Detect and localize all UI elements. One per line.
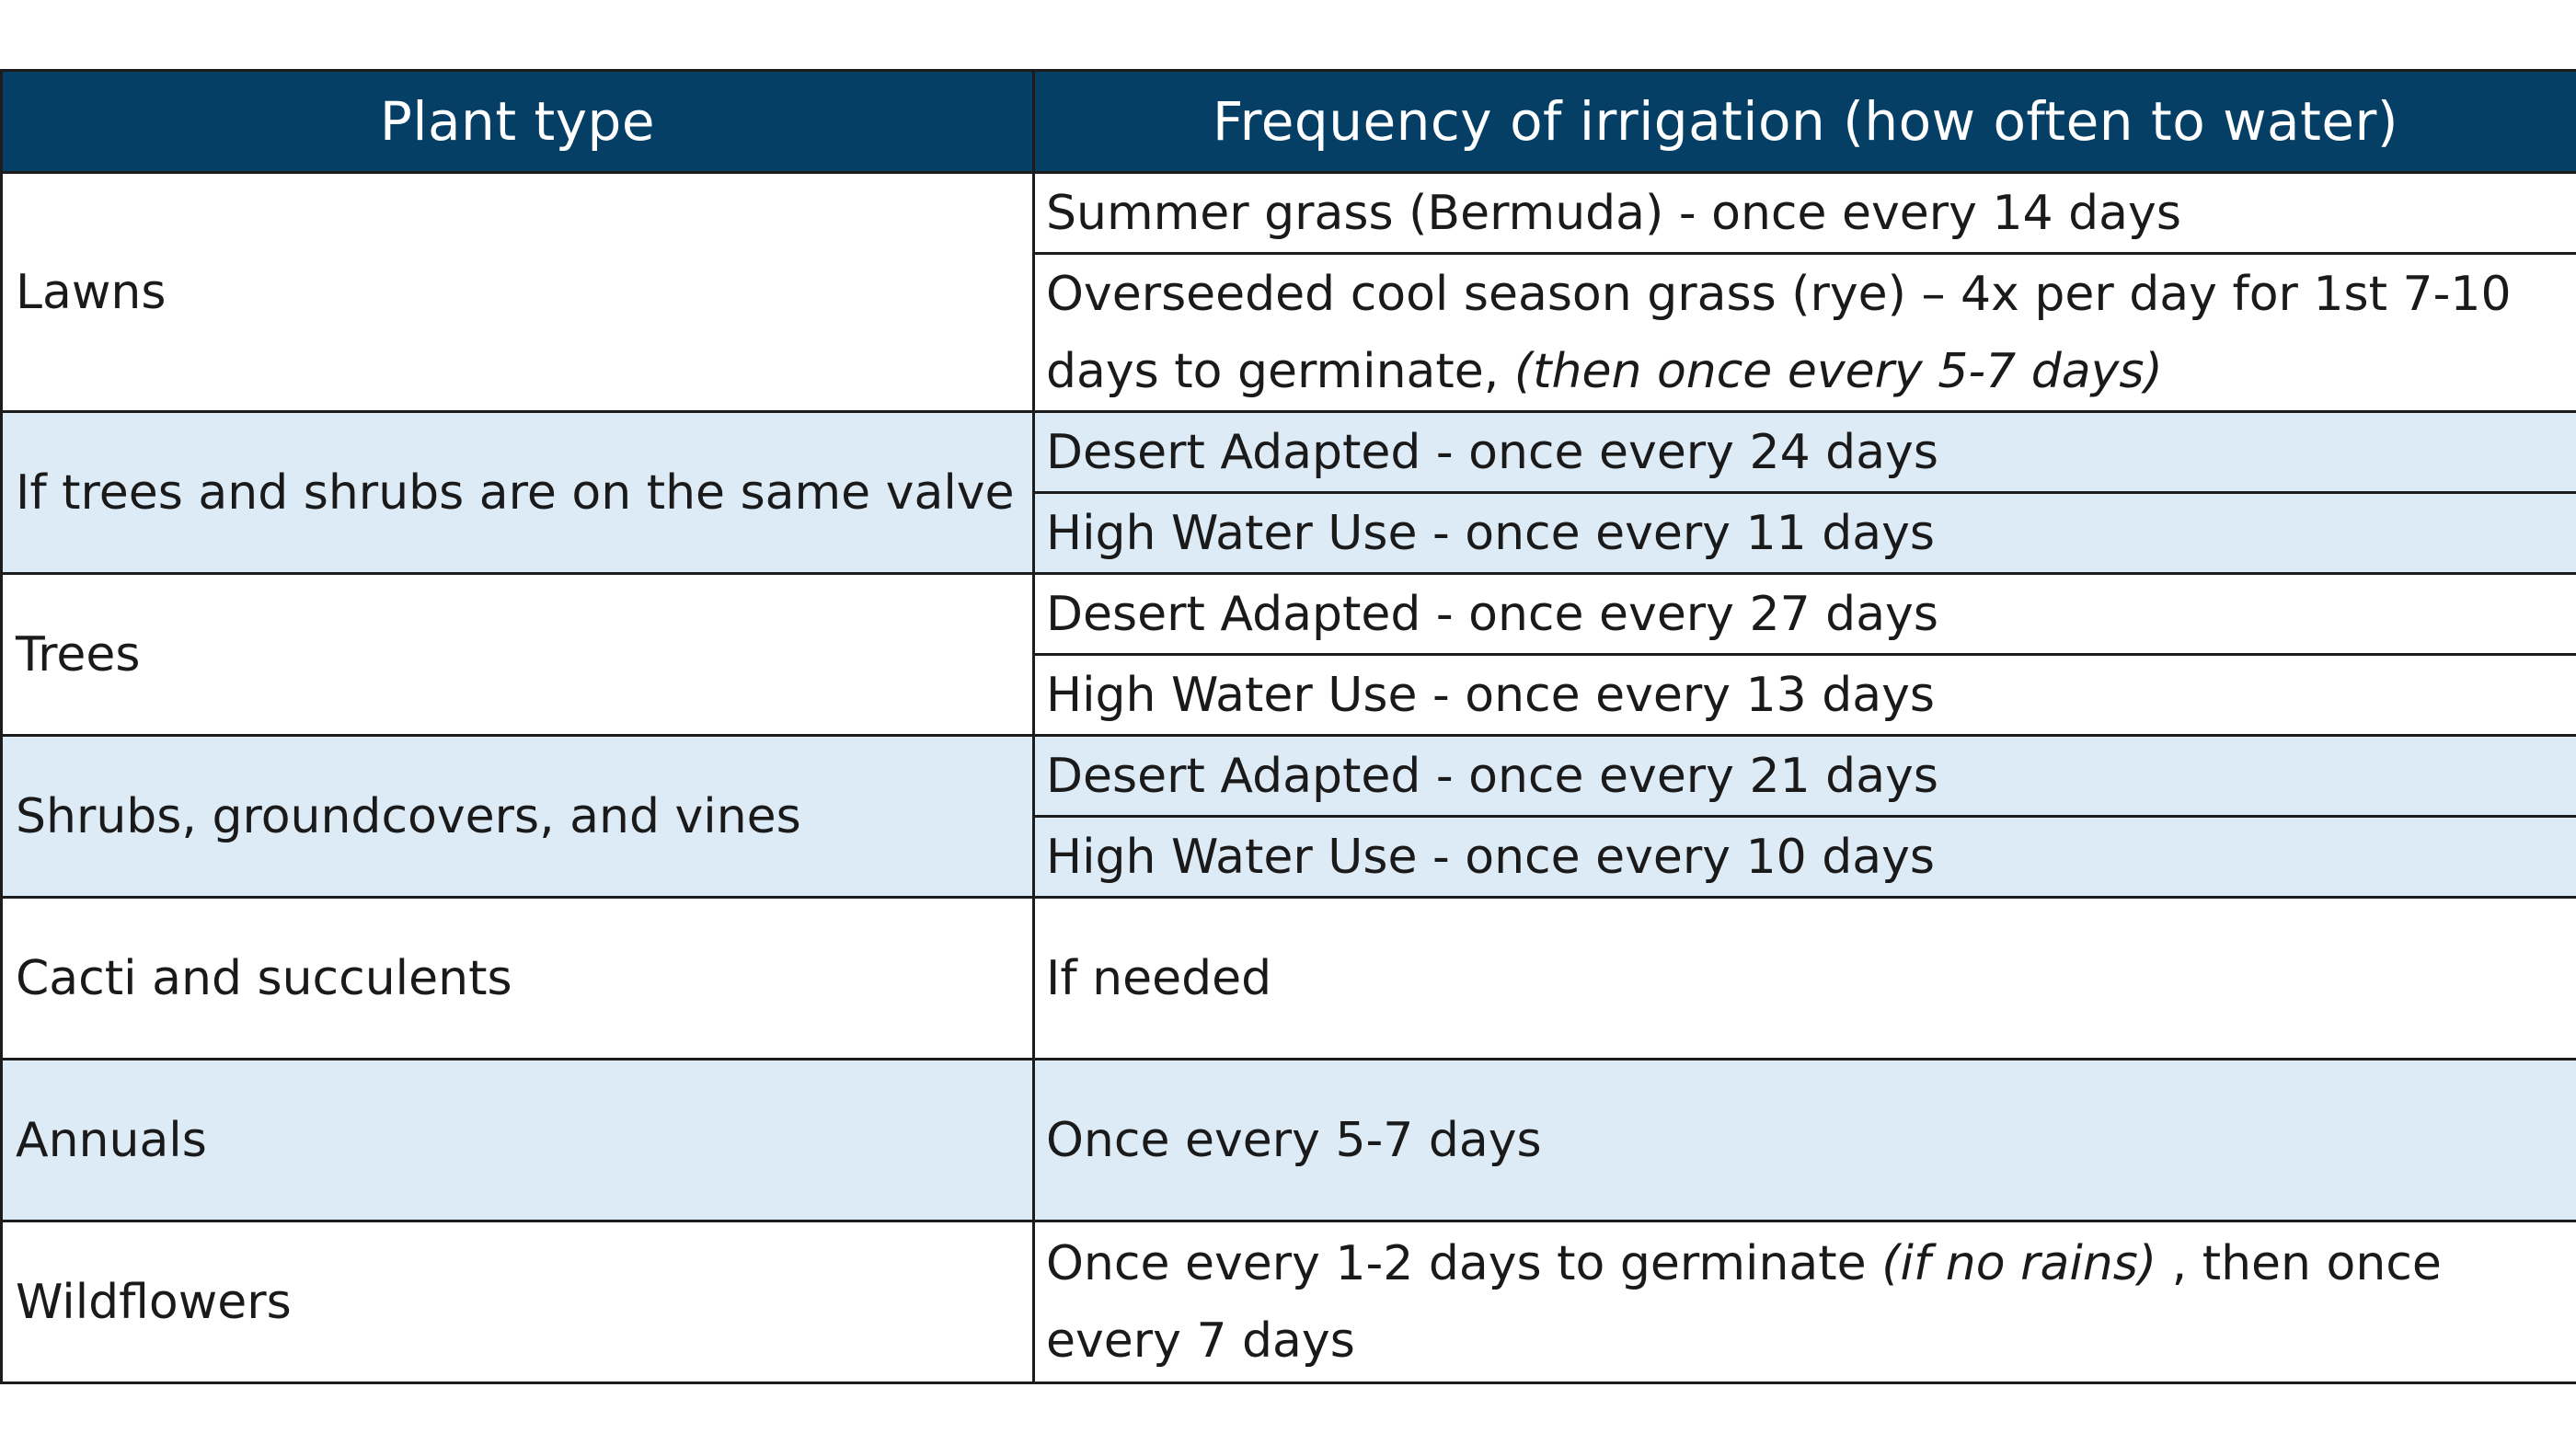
frequency-cell: Summer grass (Bermuda) - once every 14 d… xyxy=(1032,171,2576,255)
frequency-text: Overseeded cool season grass (rye) – 4x … xyxy=(1046,266,2512,399)
frequency-cell: Once every 1-2 days to germinate (if no … xyxy=(1032,1220,2576,1384)
frequency-cell: High Water Use - once every 13 days xyxy=(1032,653,2576,737)
plant-type-cell: Trees xyxy=(0,572,1035,737)
frequency-cell: High Water Use - once every 10 days xyxy=(1032,815,2576,899)
table-row: High Water Use - once every 11 days xyxy=(2,491,2576,575)
plant-type-cell: Annuals xyxy=(0,1058,1035,1222)
frequency-text: Once every 1-2 days to germinate xyxy=(1046,1235,1882,1291)
header-frequency: Frequency of irrigation (how often to wa… xyxy=(1032,69,2576,174)
frequency-note: (if no rains) xyxy=(1881,1235,2157,1291)
frequency-cell: Desert Adapted - once every 27 days xyxy=(1032,572,2576,656)
table-row: Annuals Once every 5-7 days xyxy=(0,1058,2576,1222)
table-row: Trees Desert Adapted - once every 27 day… xyxy=(0,572,2576,737)
plant-type-cell: Lawns xyxy=(0,171,1035,413)
table-row: Cacti and succulents If needed xyxy=(0,896,2576,1060)
table-row: High Water Use - once every 13 days xyxy=(2,653,2576,737)
plant-type-cell: Shrubs, groundcovers, and vines xyxy=(0,734,1035,899)
header-row: Plant type Frequency of irrigation (how … xyxy=(0,69,2576,174)
plant-type-cell: Cacti and succulents xyxy=(0,896,1035,1060)
plant-type-cell: Wildflowers xyxy=(0,1220,1035,1384)
table-row: High Water Use - once every 10 days xyxy=(2,815,2576,899)
frequency-cell: Once every 5-7 days xyxy=(1032,1058,2576,1222)
header-plant-type: Plant type xyxy=(0,69,1035,174)
table-row: Lawns Summer grass (Bermuda) - once ever… xyxy=(0,171,2576,413)
table-row: If trees and shrubs are on the same valv… xyxy=(0,410,2576,575)
table-row: Shrubs, groundcovers, and vines Desert A… xyxy=(0,734,2576,899)
irrigation-table-container: Plant type Frequency of irrigation (how … xyxy=(0,69,2576,1384)
plant-type-cell: If trees and shrubs are on the same valv… xyxy=(0,410,1035,575)
table-row: Overseeded cool season grass (rye) – 4x … xyxy=(2,252,2576,413)
frequency-cell: High Water Use - once every 11 days xyxy=(1032,491,2576,575)
frequency-cell: Desert Adapted - once every 21 days xyxy=(1032,734,2576,818)
frequency-cell: If needed xyxy=(1032,896,2576,1060)
frequency-note: (then once every 5-7 days) xyxy=(1513,343,2163,399)
irrigation-table: Plant type Frequency of irrigation (how … xyxy=(0,69,2576,1384)
frequency-cell: Overseeded cool season grass (rye) – 4x … xyxy=(1032,252,2576,413)
frequency-text-after: , then once every 7 days xyxy=(1046,1235,2442,1369)
table-row: Wildflowers Once every 1-2 days to germi… xyxy=(0,1220,2576,1384)
frequency-cell: Desert Adapted - once every 24 days xyxy=(1032,410,2576,494)
